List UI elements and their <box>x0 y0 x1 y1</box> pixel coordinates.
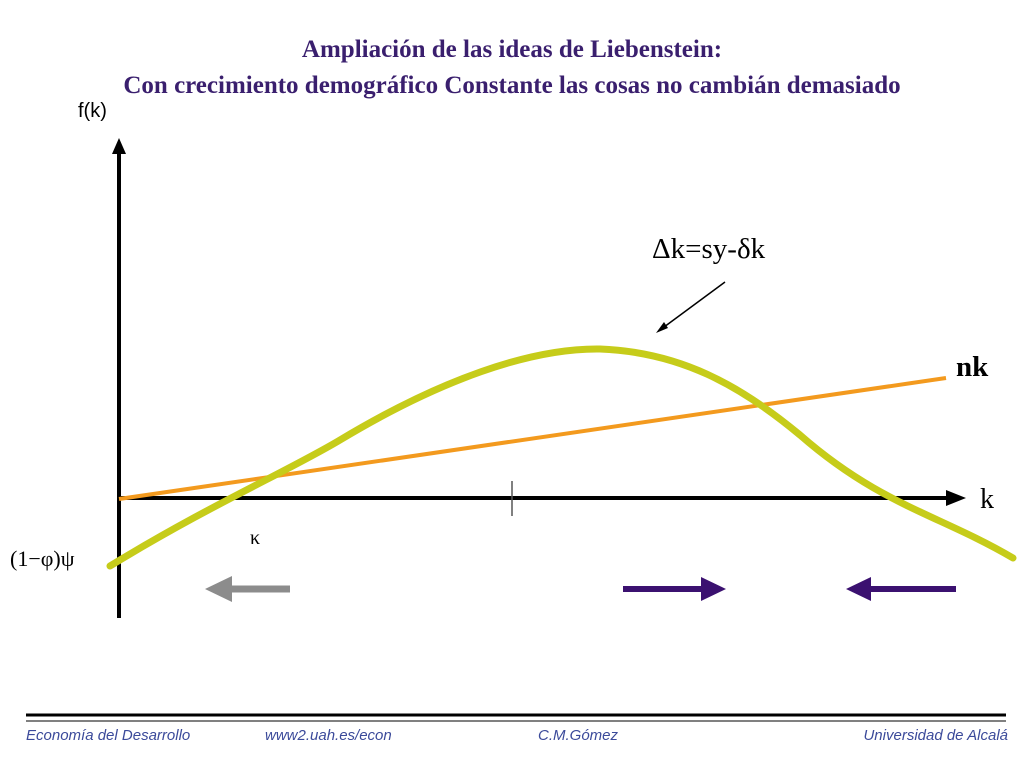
x-axis-label: k <box>980 484 994 515</box>
purple-right-arrow-head <box>701 577 726 601</box>
curve-pointer-arrow <box>659 281 726 331</box>
x-axis-arrowhead <box>946 490 966 506</box>
footer-url[interactable]: www2.uah.es/econ <box>265 727 392 744</box>
intercept-label: (1−φ)ψ <box>10 546 75 571</box>
slide-title-line-1: Ampliación de las ideas de Liebenstein: <box>301 36 723 63</box>
curve-pointer-arrowhead <box>656 322 668 333</box>
footer-author: C.M.Gómez <box>538 727 619 744</box>
footer-university: Universidad de Alcalá <box>863 727 1008 744</box>
slide-title-line-2: Con crecimiento demográfico Constante la… <box>123 72 901 99</box>
y-axis-arrowhead <box>112 138 126 154</box>
footer-course: Economía del Desarrollo <box>26 727 191 744</box>
kappa-label: κ <box>250 527 260 549</box>
gray-left-arrow-head <box>205 576 232 602</box>
curve-equation-label: Δk=sy-δk <box>652 233 766 265</box>
nk-line <box>118 376 947 501</box>
y-axis-label: f(k) <box>78 100 107 122</box>
nk-label: nk <box>956 351 989 383</box>
delta-k-curve <box>106 345 1017 570</box>
purple-left-arrow-head <box>846 577 871 601</box>
